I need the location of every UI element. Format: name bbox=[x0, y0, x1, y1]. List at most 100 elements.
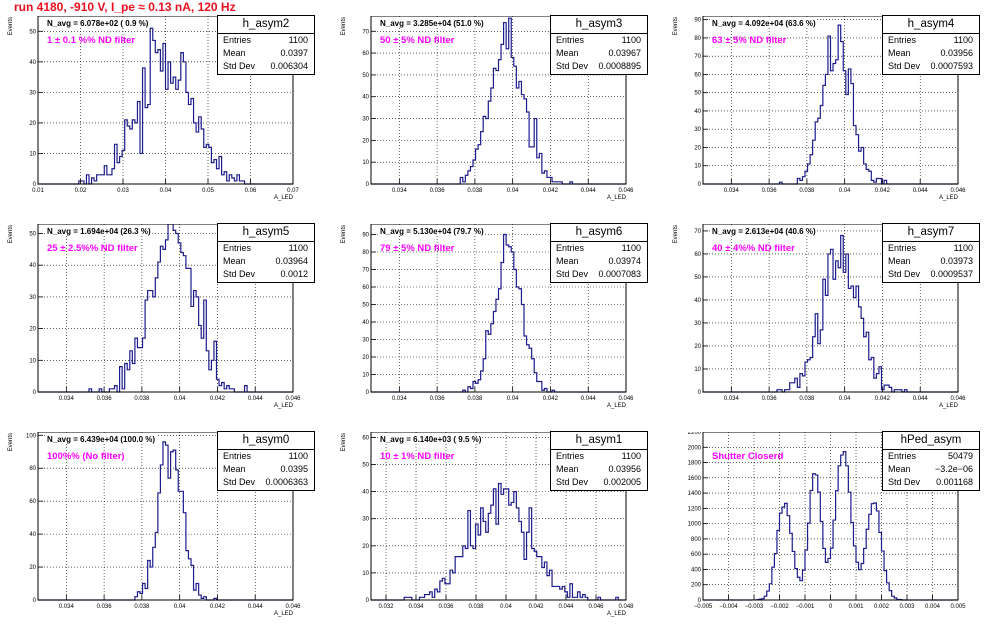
stats-value: 0.03964 bbox=[275, 256, 308, 266]
y-tick-label: 60 bbox=[362, 285, 369, 291]
x-axis-title: A_LED bbox=[607, 195, 627, 201]
x-tick-label: 0.044 bbox=[581, 188, 597, 194]
y-tick-label: 60 bbox=[694, 72, 701, 78]
y-tick-label: 60 bbox=[29, 499, 36, 505]
filter-label: 10 ± 1% ND filter bbox=[380, 451, 455, 462]
stats-row-mean: Mean 0.03956 bbox=[551, 463, 647, 476]
run-title: run 4180, -910 V, I_pe ≈ 0.13 nA, 120 Hz bbox=[14, 0, 236, 14]
filter-label: 1 ± 0.1 %% ND filter bbox=[47, 35, 136, 46]
panel-h_asym5: 0.034 0.036 0.038 0.04 0.042 0.044 0.046 0 10 20 3… bbox=[0, 223, 333, 424]
plot-frame bbox=[370, 16, 627, 185]
panel-hPed_asym: −0.005 −0.004 −0.003 −0.002 −0.001 0 0.001 0.00… bbox=[665, 431, 998, 632]
y-tick-label: 30 bbox=[362, 117, 369, 123]
stats-row-std: Std Dev 0.0007083 bbox=[551, 268, 647, 281]
stats-label: Entries bbox=[223, 35, 252, 45]
x-tick-label: 0.034 bbox=[392, 188, 408, 194]
filter-label: 63 ± 5% ND filter bbox=[712, 35, 787, 46]
y-tick-label: 10 bbox=[694, 164, 701, 170]
plot-frame bbox=[370, 432, 627, 601]
x-tick-label: 0.038 bbox=[134, 396, 150, 402]
stats-value: 0.002005 bbox=[603, 477, 641, 487]
y-tick-label: 10 bbox=[29, 151, 36, 157]
x-tick-label: 0.038 bbox=[799, 188, 815, 194]
stats-row-mean: Mean 0.03967 bbox=[551, 47, 647, 60]
stats-row-std: Std Dev 0.0007593 bbox=[883, 60, 979, 73]
y-tick-label: 2200 bbox=[688, 432, 702, 436]
stats-title: h_asym5 bbox=[218, 224, 314, 242]
x-tick-label: 0.044 bbox=[913, 188, 929, 194]
y-tick-label: 20 bbox=[29, 327, 36, 333]
x-tick-label: 0.034 bbox=[724, 396, 740, 402]
x-tick-label: 0.042 bbox=[210, 396, 226, 402]
y-tick-label: 30 bbox=[362, 338, 369, 344]
stats-label: Entries bbox=[888, 243, 917, 253]
navg-label: N_avg = 6.078e+02 ( 0.9 %) bbox=[46, 19, 150, 28]
y-tick-label: 800 bbox=[691, 537, 702, 543]
x-tick-label: 0.044 bbox=[248, 604, 264, 610]
stats-row-mean: Mean 0.0397 bbox=[218, 47, 314, 60]
panel-h_asym7: 0.034 0.036 0.038 0.04 0.042 0.044 0.046 0 10 20 3… bbox=[665, 223, 998, 424]
y-tick-label: 80 bbox=[362, 250, 369, 256]
y-tick-label: 70 bbox=[694, 54, 701, 60]
stats-label: Std Dev bbox=[888, 61, 921, 71]
y-axis-title: Events bbox=[673, 17, 679, 35]
y-tick-label: 20 bbox=[362, 544, 369, 550]
stats-value: 0.0008895 bbox=[598, 61, 641, 71]
y-tick-label: 1400 bbox=[688, 491, 702, 497]
x-tick-label: 0.03 bbox=[117, 188, 129, 194]
panel-h_asym1: 0.032 0.034 0.036 0.038 0.04 0.042 0.044 0.046 0… bbox=[333, 431, 666, 632]
y-tick-label: 80 bbox=[29, 466, 36, 472]
y-tick-label: 40 bbox=[362, 320, 369, 326]
stats-row-std: Std Dev 0.006304 bbox=[218, 60, 314, 73]
plot-h_asym7: 0.034 0.036 0.038 0.04 0.042 0.044 0.046 0 10 20 3… bbox=[673, 224, 966, 409]
filter-label: 79 ± 5% ND filter bbox=[380, 243, 455, 254]
x-tick-label: 0.042 bbox=[875, 396, 891, 402]
stats-value: 0.0397 bbox=[280, 48, 308, 58]
stats-value: 0.03974 bbox=[608, 256, 641, 266]
plot-frame bbox=[370, 224, 627, 393]
panel-h_asym0: 0.034 0.036 0.038 0.04 0.042 0.044 0.046 0 20 40 6… bbox=[0, 431, 333, 632]
y-tick-label: 20 bbox=[362, 138, 369, 144]
x-tick-label: 0.046 bbox=[285, 396, 301, 402]
y-axis-title: Events bbox=[341, 433, 347, 451]
x-tick-label: 0.01 bbox=[32, 188, 44, 194]
x-tick-label: 0.004 bbox=[925, 604, 941, 610]
y-tick-label: 30 bbox=[29, 295, 36, 301]
stats-row-entries: Entries 1100 bbox=[218, 450, 314, 463]
stats-value: 0.0006363 bbox=[265, 477, 308, 487]
x-tick-label: 0.001 bbox=[848, 604, 864, 610]
panel-h_asym6: 0.034 0.036 0.038 0.04 0.042 0.044 0.046 0 10 20 3… bbox=[333, 223, 666, 424]
stats-row-mean: Mean 0.03956 bbox=[883, 47, 979, 60]
navg-label: N_avg = 2.613e+04 (40.6 %) bbox=[711, 227, 817, 236]
stats-box: h_asym5 Entries 1100 Mean 0.03964 Std Dev 0.00… bbox=[217, 223, 315, 283]
y-tick-label: 40 bbox=[694, 298, 701, 304]
stats-row-mean: Mean −3.2e−06 bbox=[883, 463, 979, 476]
stats-title: h_asym7 bbox=[883, 224, 979, 242]
stats-box: h_asym1 Entries 1100 Mean 0.03956 Std Dev 0.00… bbox=[550, 431, 648, 491]
navg-label: N_avg = 1.694e+04 (26.3 %) bbox=[46, 227, 152, 236]
y-tick-label: 30 bbox=[694, 321, 701, 327]
stats-box: h_asym4 Entries 1100 Mean 0.03956 Std Dev 0.00… bbox=[882, 15, 980, 75]
stats-row-entries: Entries 1100 bbox=[551, 34, 647, 47]
plot-h_asym0: 0.034 0.036 0.038 0.04 0.042 0.044 0.046 0 20 40 6… bbox=[8, 432, 301, 617]
y-axis-title: Events bbox=[8, 225, 14, 243]
x-tick-label: 0.044 bbox=[248, 396, 264, 402]
x-tick-label: 0.036 bbox=[97, 396, 113, 402]
x-tick-label: 0.036 bbox=[430, 396, 446, 402]
stats-row-entries: Entries 50479 bbox=[883, 450, 979, 463]
y-axis-title: Events bbox=[341, 225, 347, 243]
y-tick-label: 10 bbox=[362, 571, 369, 577]
y-tick-label: 50 bbox=[362, 303, 369, 309]
filter-label: 25 ± 2.5%% ND filter bbox=[47, 243, 138, 254]
x-tick-label: 0.042 bbox=[543, 188, 559, 194]
y-tick-label: 20 bbox=[29, 565, 36, 571]
y-tick-label: 30 bbox=[29, 90, 36, 96]
navg-label: N_avg = 5.130e+04 (79.7 %) bbox=[379, 227, 485, 236]
x-tick-label: 0.036 bbox=[762, 188, 778, 194]
stats-label: Entries bbox=[888, 451, 917, 461]
stats-label: Std Dev bbox=[888, 477, 921, 487]
x-tick-label: 0.04 bbox=[839, 396, 851, 402]
y-tick-label: 10 bbox=[694, 367, 701, 373]
y-tick-label: 0 bbox=[366, 390, 370, 396]
stats-label: Std Dev bbox=[888, 269, 921, 279]
